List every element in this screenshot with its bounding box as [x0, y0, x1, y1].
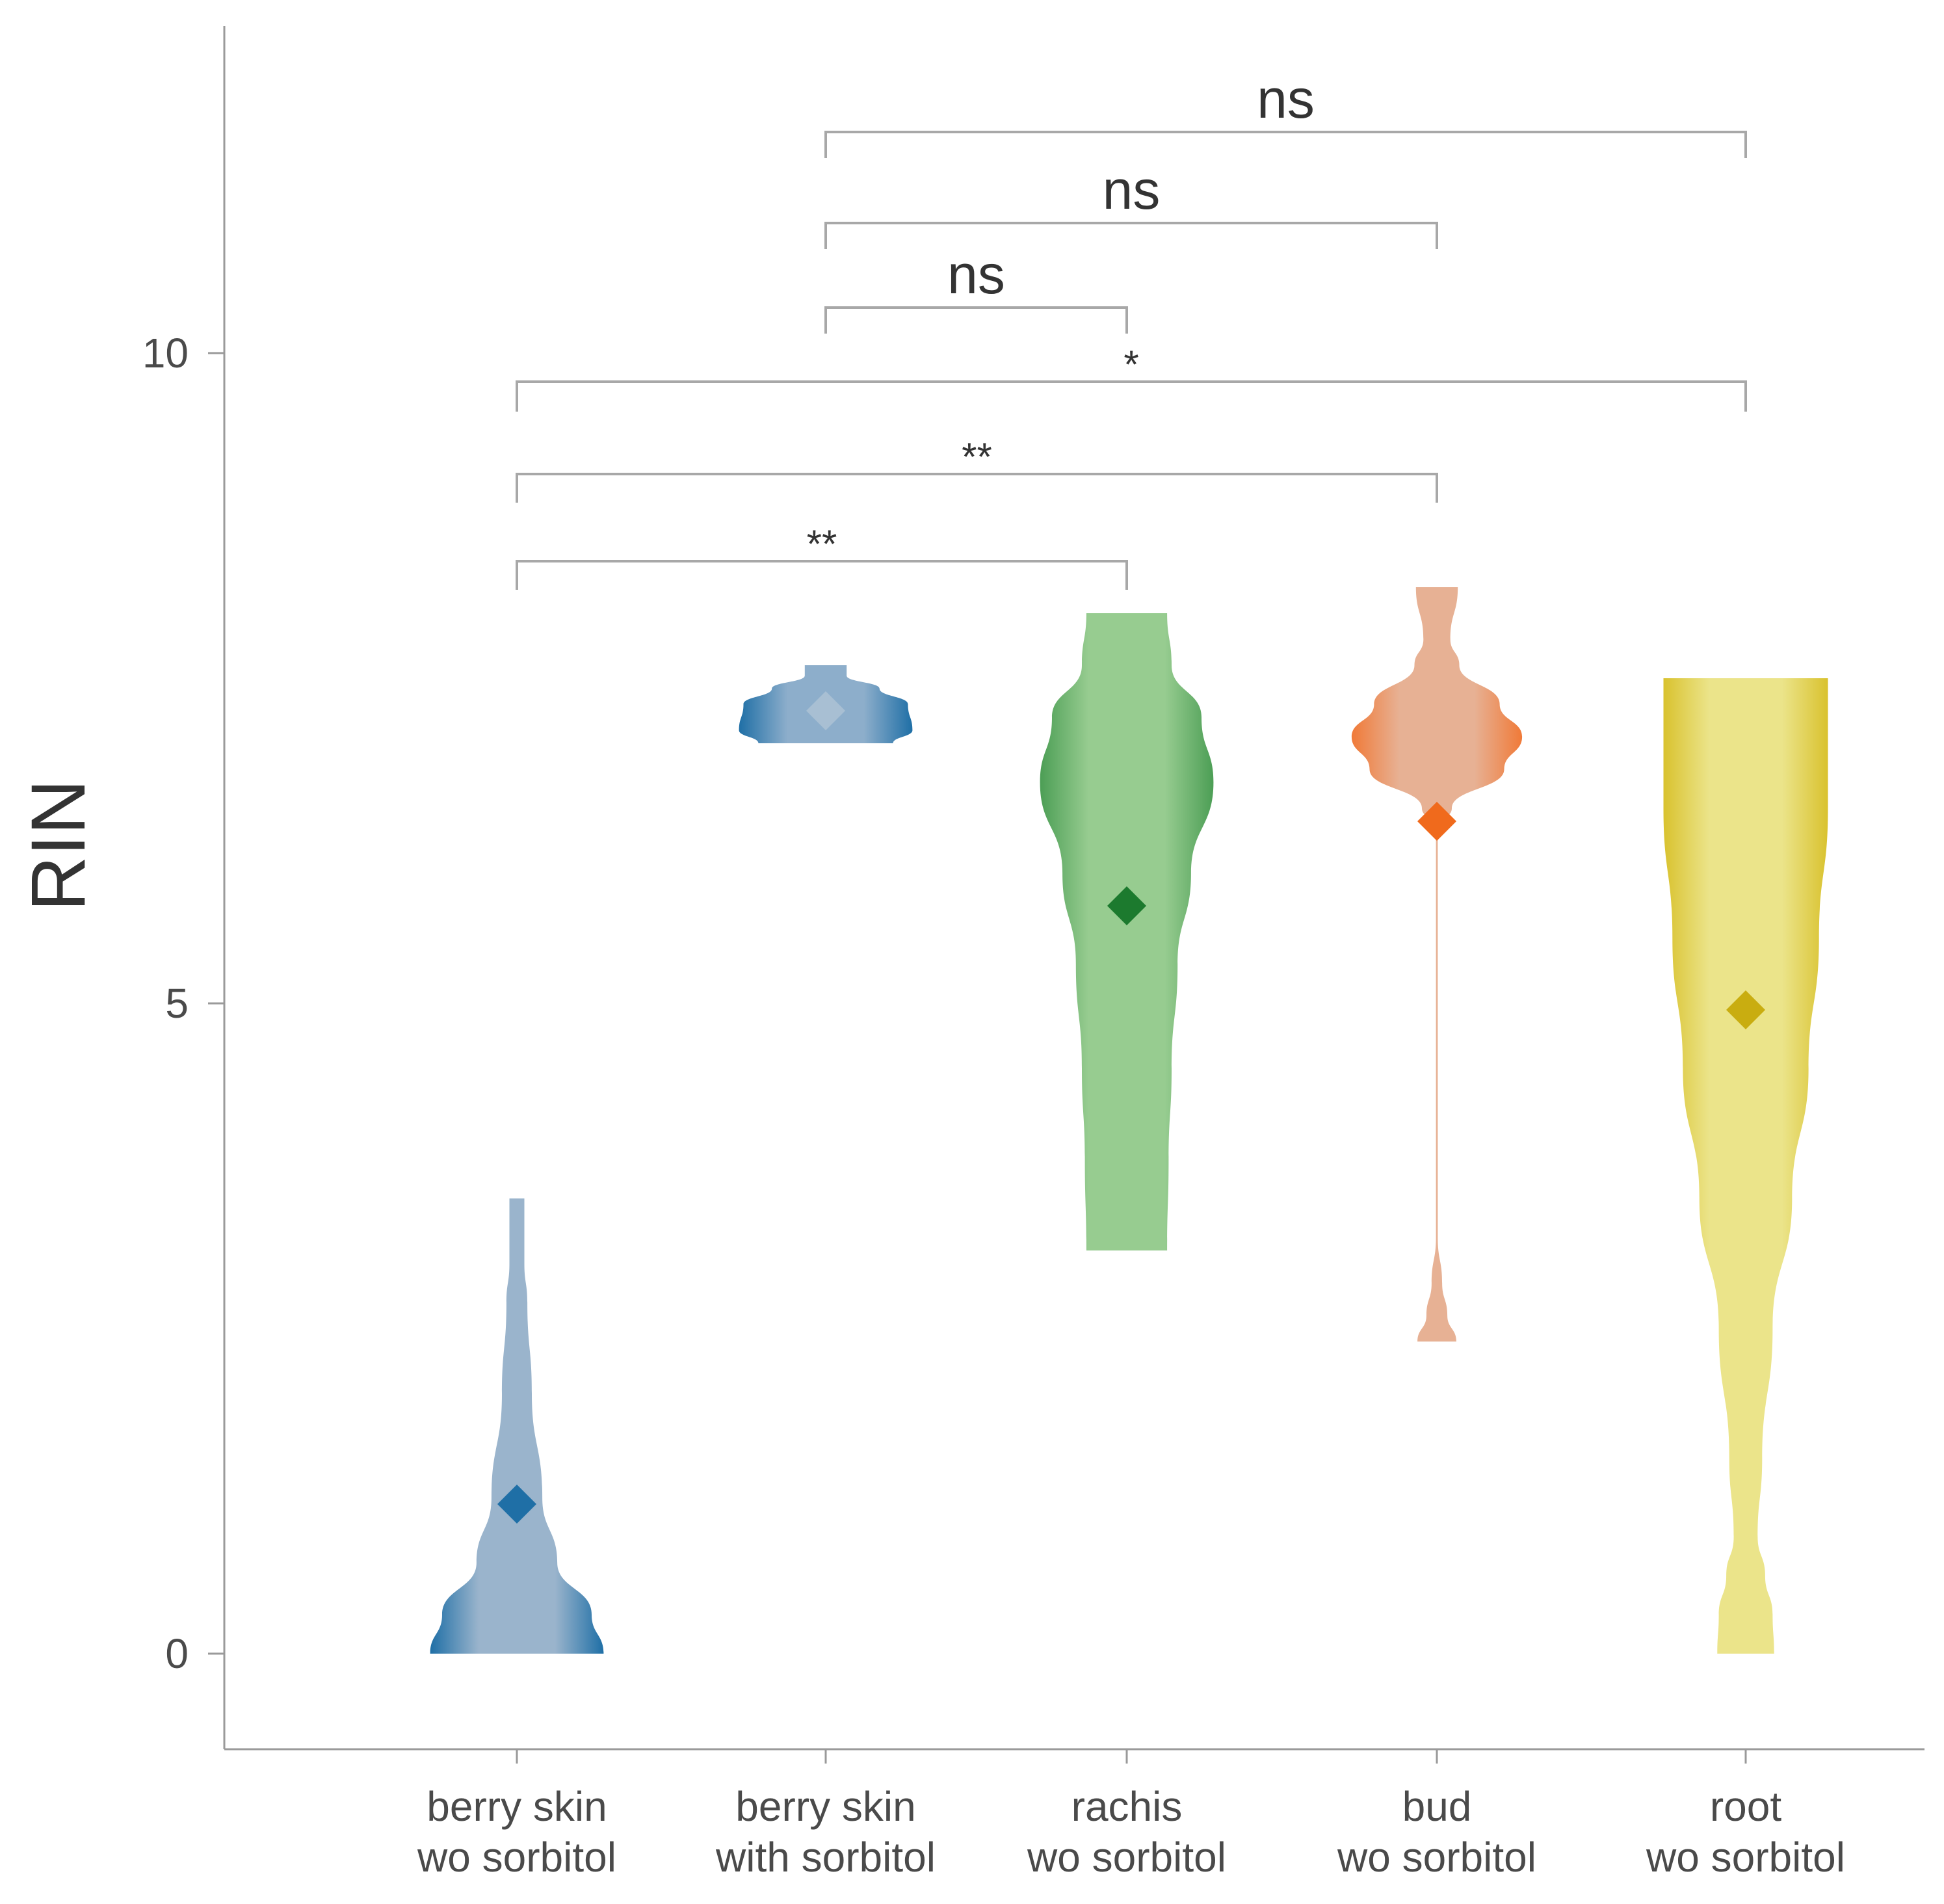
x-tick-label: root	[1710, 1783, 1782, 1830]
y-tick-label: 10	[142, 330, 189, 377]
violin-4	[1351, 587, 1523, 1342]
significance-label: ns	[1103, 159, 1161, 220]
x-tick-label: wo sorbitol	[1027, 1834, 1226, 1881]
violin-3	[1040, 613, 1214, 1250]
x-tick-label: wo sorbitol	[1337, 1834, 1536, 1881]
significance-label: *	[1123, 343, 1138, 386]
significance-bracket	[824, 222, 1438, 249]
mean-marker-3	[1107, 886, 1146, 925]
significance-label: ns	[947, 244, 1005, 305]
mean-marker-2	[806, 691, 845, 730]
violin-1	[430, 1198, 604, 1654]
x-tick-label: with sorbitol	[715, 1834, 936, 1881]
significance-bracket	[516, 380, 1747, 412]
x-tick-label: wo sorbitol	[417, 1834, 616, 1881]
significance-bracket	[824, 306, 1128, 334]
significance-bracket	[824, 131, 1747, 158]
mean-marker-5	[1726, 990, 1765, 1029]
significance-bracket	[516, 473, 1438, 503]
significance-bracket	[516, 560, 1128, 590]
y-axis-ticks: 0 5 10	[142, 330, 224, 1677]
violin-group	[430, 587, 1828, 1654]
x-tick-label: bud	[1402, 1783, 1472, 1830]
x-tick-label: berry skin	[735, 1783, 915, 1830]
significance-label: ns	[1257, 68, 1315, 129]
y-axis-title: RIN	[16, 779, 101, 911]
x-tick-label: rachis	[1071, 1783, 1183, 1830]
violin-5	[1663, 678, 1828, 1654]
mean-marker-4	[1417, 802, 1456, 841]
y-tick-label: 5	[165, 980, 189, 1027]
significance-label: **	[807, 522, 837, 566]
x-tick-label: berry skin	[427, 1783, 607, 1830]
y-tick-label: 0	[165, 1630, 189, 1677]
x-tick-label: wo sorbitol	[1646, 1834, 1845, 1881]
mean-marker-1	[497, 1485, 536, 1524]
significance-label: **	[962, 435, 992, 479]
